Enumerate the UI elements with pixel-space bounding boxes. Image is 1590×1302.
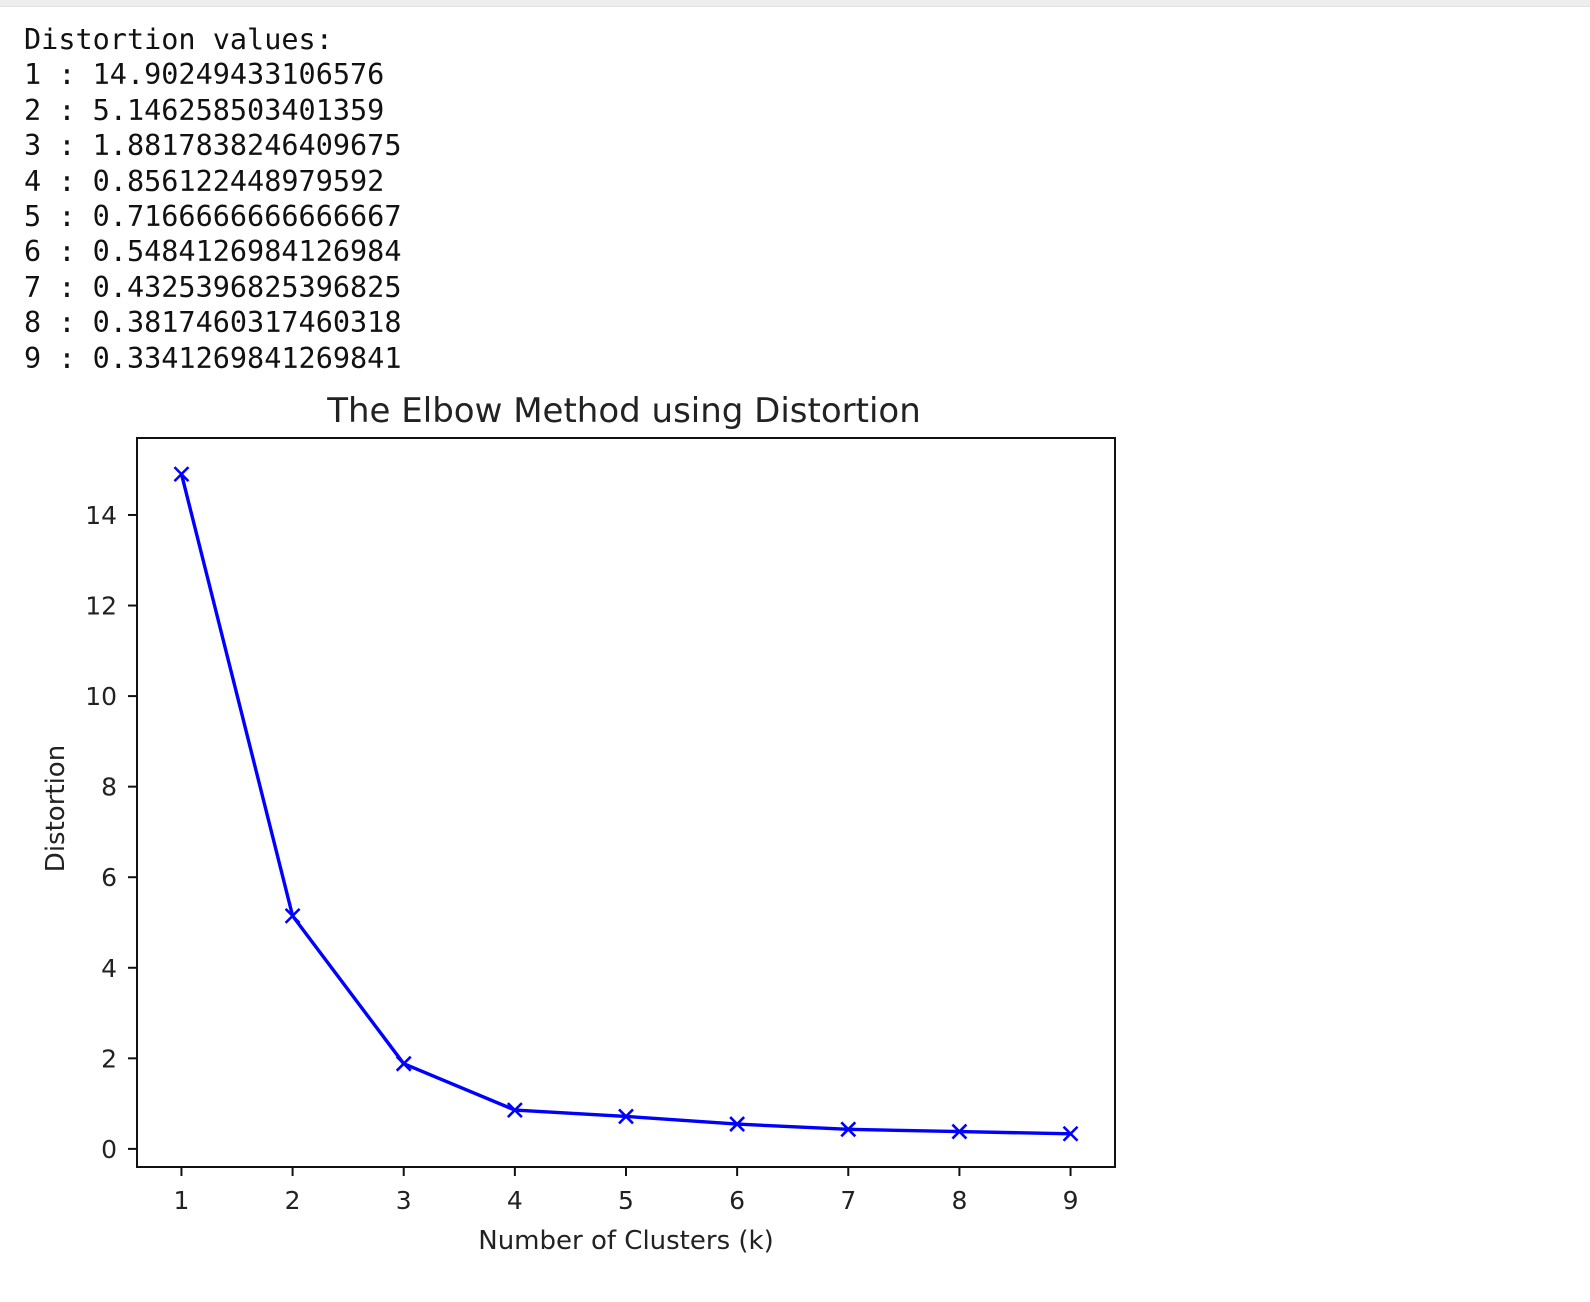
data-point-marker <box>173 466 190 483</box>
data-point-marker <box>395 1055 412 1072</box>
data-point-marker <box>1062 1125 1079 1142</box>
y-tick-label: 10 <box>85 682 117 711</box>
x-tick-label: 4 <box>507 1186 523 1215</box>
data-point-marker <box>729 1116 746 1132</box>
y-axis-label: Distortion <box>41 745 71 872</box>
elbow-chart: The Elbow Method using Distortion 024681… <box>41 391 1116 1256</box>
output-line: 1 : 14.90249433106576 <box>24 58 385 92</box>
data-point-marker <box>951 1123 968 1140</box>
x-axis-label: Number of Clusters (k) <box>478 1226 773 1256</box>
x-tick-label: 2 <box>285 1186 301 1215</box>
x-tick-label: 5 <box>618 1186 634 1215</box>
chart-title: The Elbow Method using Distortion <box>326 391 921 431</box>
cell-output-text: Distortion values: 1 : 14.90249433106576 2… <box>24 22 402 376</box>
output-line: 3 : 1.8817838246409675 <box>24 129 402 163</box>
output-line: 4 : 0.856122448979592 <box>24 164 385 198</box>
data-point-marker <box>618 1108 634 1125</box>
x-tick-label: 8 <box>951 1186 967 1215</box>
data-point-marker <box>284 907 301 924</box>
y-tick-label: 12 <box>85 592 117 621</box>
y-tick-label: 6 <box>101 863 117 892</box>
output-heading: Distortion values: <box>24 23 333 56</box>
output-line: 8 : 0.3817460317460318 <box>24 306 402 340</box>
x-tick-label: 1 <box>174 1186 190 1215</box>
y-tick-label: 2 <box>101 1044 117 1073</box>
output-line: 7 : 0.4325396825396825 <box>24 270 402 304</box>
output-line: 6 : 0.5484126984126984 <box>24 235 402 269</box>
y-tick-label: 8 <box>101 773 117 802</box>
y-tick-label: 0 <box>101 1135 117 1164</box>
plot-area-frame <box>136 437 1116 1168</box>
x-tick-label: 9 <box>1063 1186 1079 1215</box>
output-line: 2 : 5.146258503401359 <box>24 93 385 127</box>
x-tick-label: 3 <box>396 1186 412 1215</box>
y-axis-ticks: 0 2 4 6 8 10 12 14 <box>85 501 137 1164</box>
data-point-marker <box>840 1121 857 1138</box>
data-point-marker <box>506 1102 523 1119</box>
x-tick-label: 6 <box>729 1186 745 1215</box>
x-axis-ticks: 1 2 3 4 5 6 7 8 9 <box>174 1167 1079 1215</box>
output-line: 9 : 0.3341269841269841 <box>24 341 402 375</box>
series-line <box>179 473 1071 1136</box>
y-tick-label: 14 <box>85 501 117 530</box>
x-tick-label: 7 <box>840 1186 856 1215</box>
cell-top-border <box>0 0 1590 7</box>
output-line: 5 : 0.7166666666666667 <box>24 200 402 234</box>
y-tick-label: 4 <box>101 954 117 983</box>
series-markers <box>173 466 1079 1142</box>
